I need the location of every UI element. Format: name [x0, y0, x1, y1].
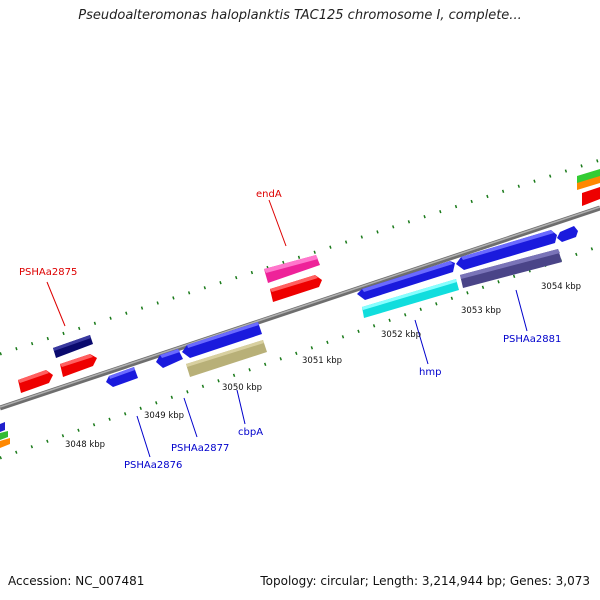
gene-edge-right[interactable] — [577, 169, 600, 206]
gene-blue-far-right[interactable] — [557, 226, 578, 242]
gene-hmp[interactable] — [362, 279, 459, 318]
chromosome-backbone — [0, 205, 600, 411]
gene-label-enda[interactable]: endA — [256, 189, 282, 200]
gene-red-enda[interactable] — [270, 275, 322, 302]
gene-psha2881[interactable] — [460, 249, 562, 288]
axis-label-3054: 3054 kbp — [541, 282, 581, 292]
axis-label-3053: 3053 kbp — [461, 306, 501, 316]
gene-edge-left[interactable] — [0, 422, 10, 448]
gene-hmp-upstream[interactable] — [357, 261, 455, 300]
gene-red-left-1[interactable] — [18, 370, 53, 393]
map-title: Pseudoalteromonas haloplanktis TAC125 ch… — [78, 8, 522, 23]
gene-psha2876[interactable] — [106, 367, 138, 387]
tick-track-outer-top — [0, 158, 600, 356]
axis-label-3048: 3048 kbp — [65, 440, 105, 450]
gene-red-left-2[interactable] — [60, 354, 97, 377]
gene-blue-mid[interactable] — [182, 322, 262, 358]
genome-summary-text: Topology: circular; Length: 3,214,944 bp… — [260, 574, 590, 588]
axis-label-3051: 3051 kbp — [302, 356, 342, 366]
gene-enda[interactable] — [264, 255, 320, 283]
tick-track-inner-top — [0, 244, 600, 460]
leader-lines — [46, 199, 528, 458]
accession-text: Accession: NC_007481 — [8, 574, 145, 588]
axis-label-3050: 3050 kbp — [222, 383, 262, 393]
gene-psha2877[interactable] — [156, 349, 183, 368]
gene-label-hmp[interactable]: hmp — [419, 367, 441, 378]
gene-blue-right[interactable] — [456, 230, 557, 270]
gene-label-psha2876[interactable]: PSHAa2876 — [124, 460, 182, 471]
gene-label-psha2877[interactable]: PSHAa2877 — [171, 443, 229, 454]
gene-psha2875[interactable] — [53, 335, 93, 358]
axis-label-3052: 3052 kbp — [381, 330, 421, 340]
gene-cbpa[interactable] — [186, 340, 267, 377]
gene-label-psha2881[interactable]: PSHAa2881 — [503, 334, 561, 345]
gene-label-cbpa[interactable]: cbpA — [238, 427, 263, 438]
gene-label-psha2875[interactable]: PSHAa2875 — [19, 267, 77, 278]
axis-label-3049: 3049 kbp — [144, 411, 184, 421]
